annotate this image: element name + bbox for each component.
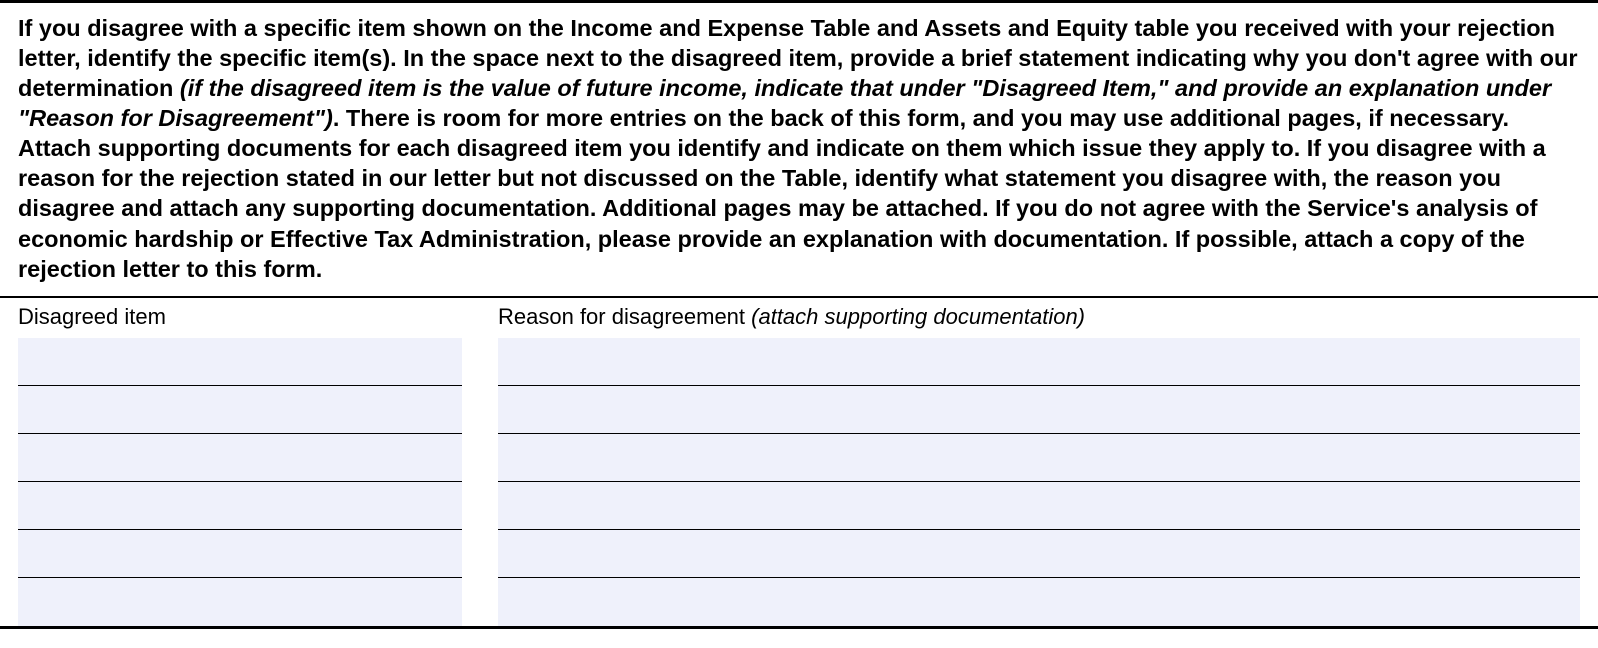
header-right-text: Reason for disagreement	[498, 304, 751, 329]
disagreement-table: Disagreed item Reason for disagreement (…	[0, 298, 1598, 629]
table-row	[498, 530, 1580, 578]
right-column-inputs	[498, 338, 1580, 626]
reason-input[interactable]	[498, 386, 1580, 433]
table-row	[18, 530, 462, 578]
reason-input[interactable]	[498, 530, 1580, 577]
reason-input[interactable]	[498, 578, 1580, 626]
instructions-block: If you disagree with a specific item sho…	[0, 0, 1598, 298]
reason-input[interactable]	[498, 482, 1580, 529]
table-row	[18, 578, 462, 626]
header-right-italic: (attach supporting documentation)	[751, 304, 1085, 329]
table-row	[498, 386, 1580, 434]
header-left-text: Disagreed item	[18, 304, 166, 329]
disagreed-item-input[interactable]	[18, 434, 462, 481]
form-section: If you disagree with a specific item sho…	[0, 0, 1598, 629]
reason-input[interactable]	[498, 338, 1580, 385]
instructions-part2: . There is room for more entries on the …	[18, 105, 1546, 281]
reason-input[interactable]	[498, 434, 1580, 481]
disagreed-item-input[interactable]	[18, 530, 462, 577]
header-disagreed-item: Disagreed item	[18, 304, 462, 330]
disagreed-item-input[interactable]	[18, 338, 462, 385]
table-row	[18, 338, 462, 386]
left-column-inputs	[18, 338, 462, 626]
disagreed-item-input[interactable]	[18, 386, 462, 433]
table-row	[18, 434, 462, 482]
table-row	[18, 482, 462, 530]
header-reason: Reason for disagreement (attach supporti…	[498, 304, 1580, 330]
table-headers: Disagreed item Reason for disagreement (…	[18, 304, 1580, 330]
disagreed-item-input[interactable]	[18, 482, 462, 529]
table-row	[498, 338, 1580, 386]
input-rows	[18, 338, 1580, 626]
table-row	[498, 482, 1580, 530]
table-row	[498, 434, 1580, 482]
disagreed-item-input[interactable]	[18, 578, 462, 626]
table-row	[498, 578, 1580, 626]
table-row	[18, 386, 462, 434]
